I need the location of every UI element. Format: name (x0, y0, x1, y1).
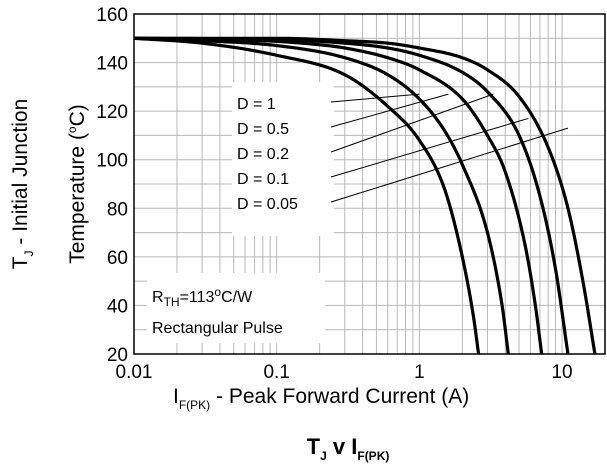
y-tick-label: 100 (96, 151, 128, 172)
x-axis-label: IF(PK) - Peak Forward Current (A) (173, 385, 469, 412)
x-tick-label: 0.1 (263, 362, 289, 383)
y-tick-label: 40 (107, 296, 128, 317)
series-line-4 (134, 36, 597, 355)
series-label-2: D = 0.2 (237, 146, 289, 163)
plot-area (133, 13, 606, 355)
y-tick-label: 120 (96, 102, 128, 123)
y-tick-label: 160 (96, 5, 128, 26)
leader-line-2 (330, 93, 494, 153)
x-tick-label: 1 (414, 362, 425, 383)
series-label-3: D = 0.1 (237, 171, 289, 188)
note-r-subscript: TH (164, 295, 180, 309)
series-line-2 (133, 36, 544, 355)
y-axis-label-line1: TJ - Initial Junction (9, 99, 36, 270)
x-tick-label: 10 (551, 362, 572, 383)
leader-line-1 (330, 93, 449, 128)
y-tick-label: 20 (107, 345, 128, 366)
label-boxes (147, 82, 334, 343)
y-tick-label: 60 (107, 248, 128, 269)
leader-line-0 (330, 93, 420, 103)
y-tick-label: 140 (96, 54, 128, 75)
svg-text:RTH=113oC/W: RTH=113oC/W (152, 285, 253, 309)
series-labels: D = 1 D = 0.5 D = 0.2 D = 0.1 D = 0.05 (237, 96, 298, 213)
note-degree: o (214, 285, 221, 299)
series-label-0: D = 1 (237, 96, 276, 113)
note-r-symbol: R (152, 289, 164, 306)
note-pulse: Rectangular Pulse (152, 320, 283, 337)
grid (133, 14, 606, 354)
series-line-0 (133, 36, 481, 355)
chart-title: TJ v IF(PK) (307, 434, 390, 463)
y-axis-label-line2: Temperature (oC) (65, 104, 89, 264)
x-tick-label: 0.01 (116, 362, 153, 383)
legend-box (232, 82, 334, 236)
series-label-1: D = 0.5 (237, 121, 289, 138)
y-axis-ticks: 20 40 60 80 100 120 140 160 (96, 5, 128, 366)
note-r-unit: C/W (221, 289, 253, 306)
series-line-1 (133, 36, 510, 355)
y-tick-label: 80 (107, 199, 128, 220)
x-axis-ticks: 0.01 0.1 1 10 (116, 362, 573, 383)
series-line-3 (133, 36, 570, 355)
series-label-4: D = 0.05 (237, 196, 298, 213)
note: RTH=113oC/W Rectangular Pulse (152, 285, 283, 337)
note-box (147, 273, 325, 343)
leader-line-4 (330, 127, 569, 203)
note-r-value: =113 (180, 289, 215, 306)
leader-line-3 (330, 117, 529, 178)
leader-lines (330, 93, 569, 203)
series-lines (133, 36, 597, 355)
